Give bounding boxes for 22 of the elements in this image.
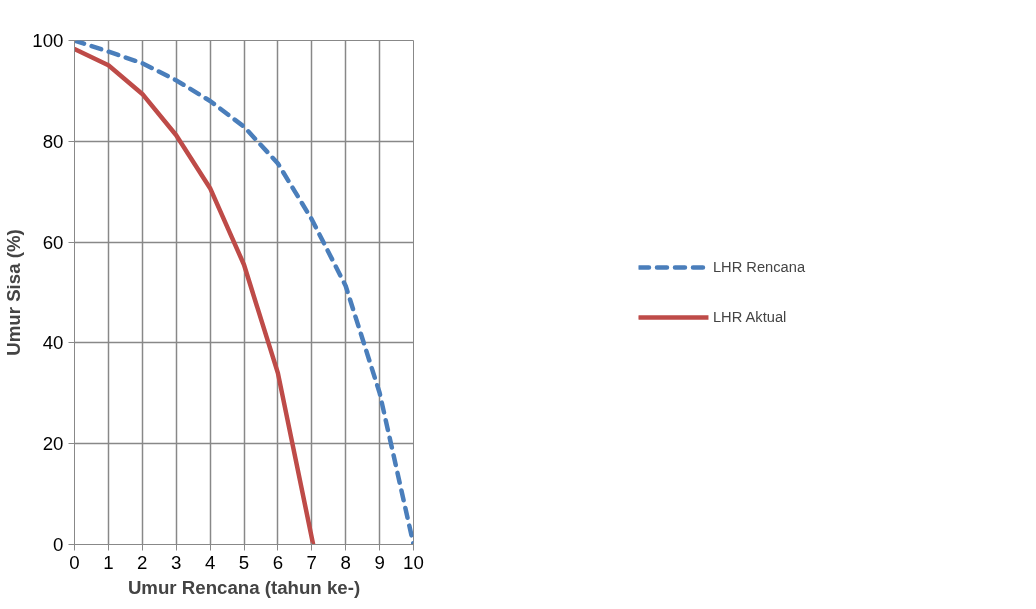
y-tick-label: 80	[42, 130, 64, 152]
x-tick-label: 5	[238, 551, 250, 573]
y-tick-label: 20	[42, 433, 64, 455]
y-tick-label: 0	[53, 534, 64, 555]
legend-label: LHR Rencana	[712, 259, 806, 275]
y-tick-label: 60	[42, 231, 64, 253]
x-tick-label: 9	[374, 551, 385, 573]
x-tick-label: 3	[171, 551, 182, 573]
x-tick-label: 8	[340, 551, 351, 573]
x-axis-title: Umur Rencana (tahun ke-)	[127, 576, 361, 598]
x-tick-label: 2	[137, 551, 148, 573]
line-series	[74, 46, 316, 545]
legend-label: LHR Aktual	[712, 309, 787, 325]
x-tick-label: 4	[204, 551, 216, 573]
y-axis-title: Umur Sisa (%)	[3, 229, 25, 356]
x-tick-label: 0	[69, 551, 80, 573]
y-tick-label: 100	[32, 30, 64, 51]
x-tick-label: 7	[306, 551, 317, 573]
x-tick-label: 10	[403, 551, 424, 573]
y-tick-label: 40	[42, 332, 64, 354]
x-tick-label: 1	[103, 551, 114, 573]
x-tick-label: 6	[272, 551, 284, 573]
